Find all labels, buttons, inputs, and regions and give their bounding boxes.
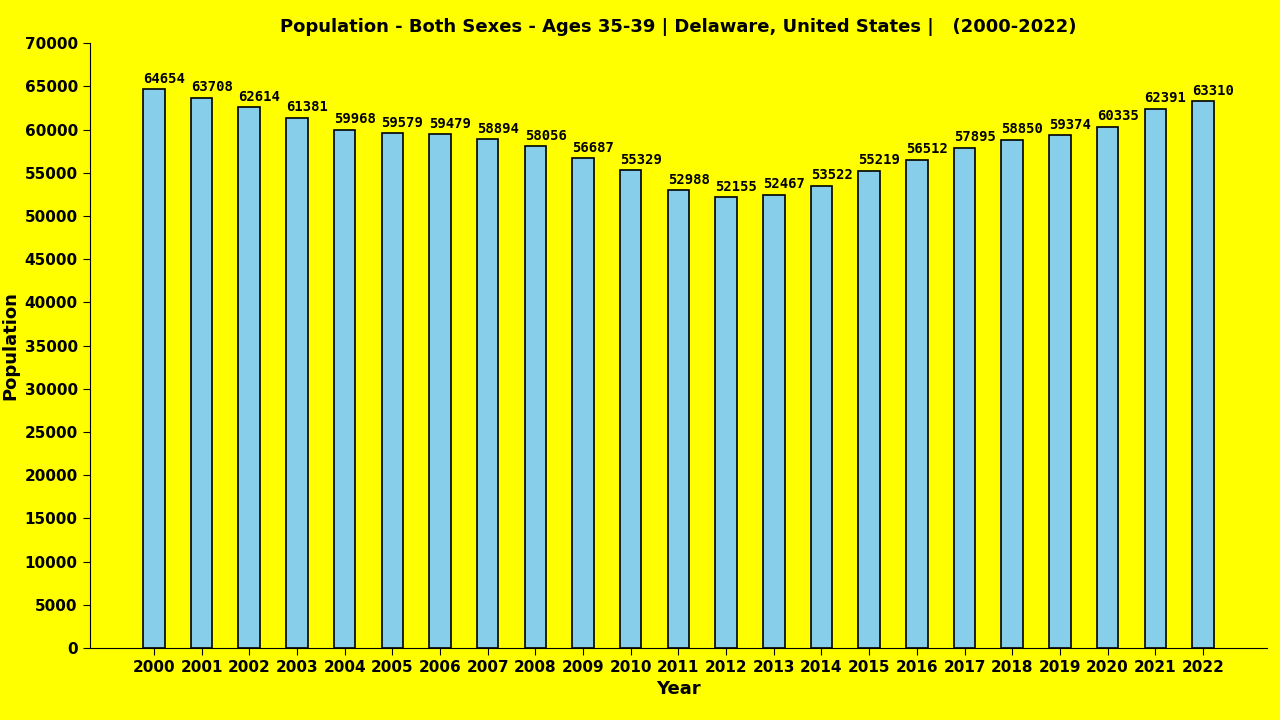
- Bar: [1097, 127, 1119, 648]
- Bar: [572, 158, 594, 648]
- Title: Population - Both Sexes - Ages 35-39 | Delaware, United States |   (2000-2022): Population - Both Sexes - Ages 35-39 | D…: [280, 18, 1076, 36]
- Bar: [381, 133, 403, 648]
- Bar: [525, 146, 547, 648]
- Bar: [620, 170, 641, 648]
- Bar: [334, 130, 356, 648]
- Text: 62391: 62391: [1144, 91, 1187, 106]
- Bar: [143, 89, 165, 648]
- X-axis label: Year: Year: [657, 680, 700, 698]
- Bar: [716, 197, 737, 648]
- Text: 64654: 64654: [143, 72, 186, 86]
- Text: 58056: 58056: [525, 129, 567, 143]
- Bar: [238, 107, 260, 648]
- Text: 52988: 52988: [668, 173, 709, 186]
- Text: 57895: 57895: [954, 130, 996, 144]
- Text: 59374: 59374: [1050, 117, 1091, 132]
- Bar: [906, 160, 928, 648]
- Text: 55219: 55219: [859, 153, 900, 168]
- Text: 59479: 59479: [429, 117, 471, 130]
- Text: 61381: 61381: [287, 100, 328, 114]
- Text: 63310: 63310: [1192, 84, 1234, 97]
- Text: 63708: 63708: [191, 80, 233, 94]
- Bar: [477, 139, 498, 648]
- Text: 56687: 56687: [572, 141, 614, 155]
- Bar: [859, 171, 879, 648]
- Bar: [287, 117, 307, 648]
- Text: 52467: 52467: [763, 177, 805, 192]
- Text: 52155: 52155: [716, 180, 758, 194]
- Bar: [810, 186, 832, 648]
- Text: 56512: 56512: [906, 143, 948, 156]
- Bar: [668, 190, 689, 648]
- Text: 59968: 59968: [334, 112, 376, 127]
- Text: 55329: 55329: [620, 153, 662, 166]
- Bar: [1192, 101, 1213, 648]
- Text: 58894: 58894: [477, 122, 518, 135]
- Y-axis label: Population: Population: [1, 291, 19, 400]
- Text: 59579: 59579: [381, 116, 424, 130]
- Text: 62614: 62614: [238, 89, 280, 104]
- Bar: [191, 98, 212, 648]
- Bar: [1050, 135, 1070, 648]
- Bar: [1144, 109, 1166, 648]
- Bar: [1001, 140, 1023, 648]
- Text: 60335: 60335: [1097, 109, 1139, 123]
- Bar: [954, 148, 975, 648]
- Text: 53522: 53522: [810, 168, 852, 182]
- Bar: [429, 134, 451, 648]
- Text: 58850: 58850: [1001, 122, 1043, 136]
- Bar: [763, 194, 785, 648]
